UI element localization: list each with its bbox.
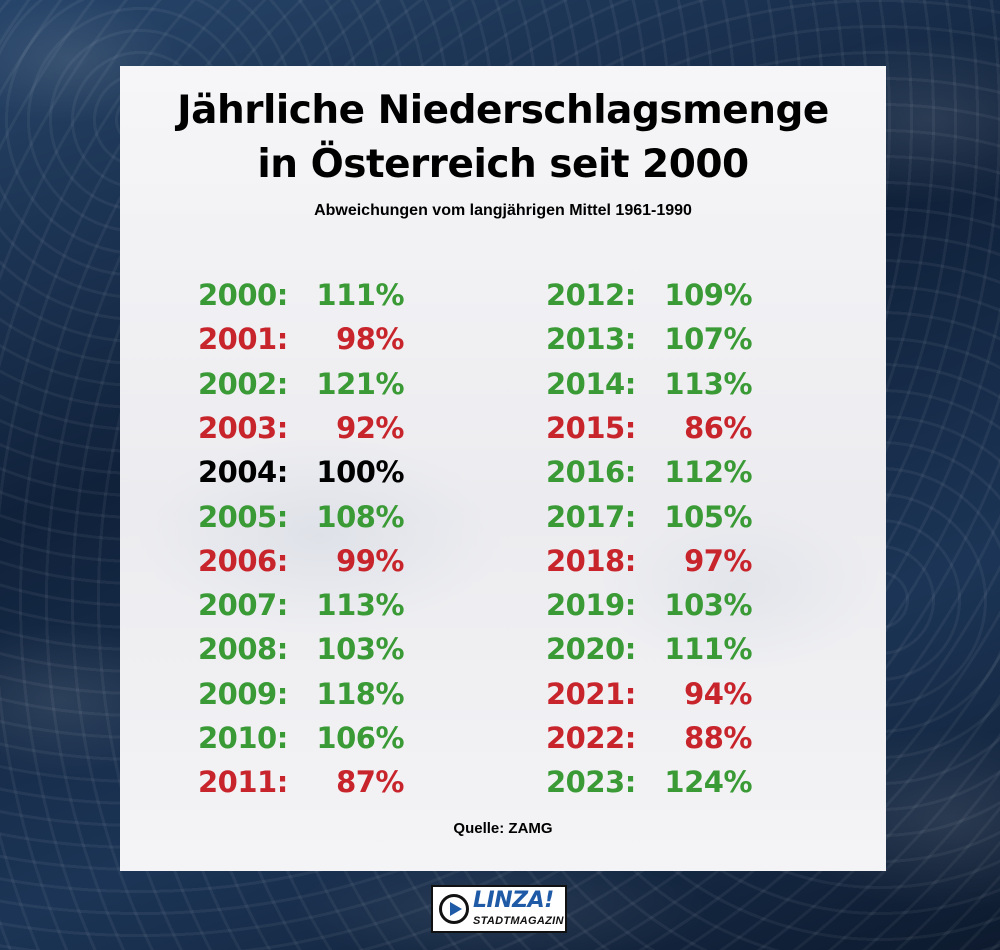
- logo-brand: LINZA!: [473, 888, 554, 913]
- year-label: 2009:: [198, 676, 288, 711]
- year-row: 2023: 124%: [546, 762, 752, 802]
- linza-logo: LINZA! STADTMAGAZIN: [431, 885, 567, 933]
- percent-value: 100%: [316, 455, 404, 490]
- percent-value: 121%: [316, 366, 404, 401]
- year-row: 2009: 118%: [198, 674, 404, 714]
- percent-value: 113%: [664, 366, 752, 401]
- year-row: 2011: 87%: [198, 762, 404, 802]
- percent-value: 97%: [684, 543, 752, 578]
- percent-value: 108%: [316, 499, 404, 534]
- year-row: 2016: 112%: [546, 452, 752, 492]
- year-label: 2010:: [198, 721, 288, 755]
- year-row: 2019: 103%: [546, 585, 752, 625]
- year-label: 2023:: [546, 765, 636, 800]
- percent-value: 111%: [316, 278, 404, 312]
- year-label: 2007:: [198, 588, 288, 623]
- source-note: Quelle: ZAMG: [453, 820, 553, 837]
- percent-value: 111%: [664, 632, 752, 667]
- year-row: 2001: 98%: [198, 319, 404, 359]
- year-label: 2021:: [546, 676, 636, 711]
- year-row: 2012: 109%: [546, 275, 752, 315]
- percent-value: 94%: [684, 676, 752, 711]
- percent-value: 99%: [336, 543, 404, 578]
- year-label: 2018:: [546, 543, 636, 578]
- percent-value: 103%: [664, 588, 752, 623]
- year-label: 2008:: [198, 632, 288, 667]
- percent-value: 112%: [664, 455, 752, 490]
- year-row: 2003: 92%: [198, 408, 404, 448]
- year-label: 2000:: [198, 278, 288, 312]
- percent-value: 118%: [316, 676, 404, 711]
- year-row: 2010: 106%: [198, 718, 404, 758]
- chart-subtitle: Abweichungen vom langjährigen Mittel 196…: [314, 202, 692, 219]
- percent-value: 113%: [316, 588, 404, 623]
- year-label: 2022:: [546, 721, 636, 755]
- year-label: 2001:: [198, 322, 288, 357]
- year-row: 2022: 88%: [546, 718, 752, 758]
- year-row: 2008: 103%: [198, 629, 404, 669]
- year-row: 2006: 99%: [198, 541, 404, 581]
- percent-value: 124%: [664, 765, 752, 800]
- year-row: 2014: 113%: [546, 364, 752, 404]
- percent-value: 87%: [336, 765, 404, 800]
- year-label: 2003:: [198, 410, 288, 445]
- year-row: 2002: 121%: [198, 364, 404, 404]
- year-row: 2000: 111%: [198, 275, 404, 315]
- chart-title-line-2: in Österreich seit 2000: [257, 142, 749, 187]
- year-label: 2011:: [198, 765, 288, 800]
- year-label: 2020:: [546, 632, 636, 667]
- chart-title-line-1: Jährliche Niederschlagsmenge: [177, 88, 829, 133]
- percent-value: 92%: [336, 410, 404, 445]
- year-label: 2019:: [546, 588, 636, 623]
- percent-value: 109%: [664, 278, 752, 312]
- info-panel: Jährliche Niederschlagsmenge in Österrei…: [120, 66, 886, 871]
- year-label: 2012:: [546, 278, 636, 312]
- year-row: 2005: 108%: [198, 497, 404, 537]
- year-row: 2013: 107%: [546, 319, 752, 359]
- year-row: 2017: 105%: [546, 497, 752, 537]
- year-label: 2014:: [546, 366, 636, 401]
- logo-subtitle: STADTMAGAZIN: [473, 915, 564, 927]
- year-row: 2004: 100%: [198, 452, 404, 492]
- percent-value: 106%: [316, 721, 404, 755]
- year-label: 2005:: [198, 499, 288, 534]
- year-row: 2007: 113%: [198, 585, 404, 625]
- year-label: 2016:: [546, 455, 636, 490]
- year-label: 2002:: [198, 366, 288, 401]
- year-row: 2020: 111%: [546, 629, 752, 669]
- percent-value: 103%: [316, 632, 404, 667]
- year-label: 2017:: [546, 499, 636, 534]
- year-label: 2013:: [546, 322, 636, 357]
- year-label: 2006:: [198, 543, 288, 578]
- year-label: 2004:: [198, 455, 288, 490]
- percent-value: 107%: [664, 322, 752, 357]
- percent-value: 88%: [684, 721, 752, 755]
- percent-value: 86%: [684, 410, 752, 445]
- year-row: 2015: 86%: [546, 408, 752, 448]
- year-row: 2021: 94%: [546, 674, 752, 714]
- percent-value: 105%: [664, 499, 752, 534]
- year-row: 2018: 97%: [546, 541, 752, 581]
- percent-value: 98%: [336, 322, 404, 357]
- year-label: 2015:: [546, 410, 636, 445]
- play-circle-icon: [439, 894, 469, 924]
